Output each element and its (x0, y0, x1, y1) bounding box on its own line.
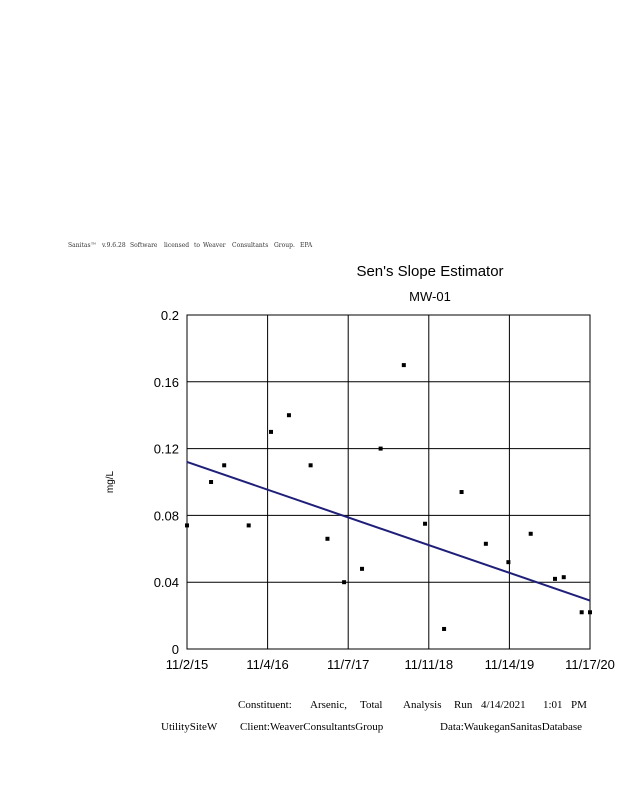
y-tick-label: 0 (172, 642, 179, 657)
note-word: Sanitas™ (68, 242, 97, 249)
data-point (286, 413, 291, 418)
footer-time: 1:01 (543, 699, 563, 711)
footer-site: UtilitySiteW (161, 721, 218, 733)
note-word: EPA (300, 242, 313, 249)
data-point (209, 480, 214, 484)
data-point (222, 463, 227, 468)
note-word: to (194, 242, 201, 249)
sens-slope-trend-line (186, 461, 591, 602)
chart-title: Sen's Slope Estimator (356, 263, 504, 280)
data-point (378, 446, 383, 451)
y-tick-label: 0.04 (154, 575, 179, 590)
y-tick-label: 0.2 (161, 308, 179, 323)
x-tick-label: 11/17/20 (565, 657, 615, 672)
footer-client: Client:WeaverConsultantsGroup (240, 721, 384, 733)
data-point (269, 429, 274, 434)
data-point (579, 610, 584, 615)
x-tick-label: 11/7/17 (327, 657, 369, 672)
note-word: licensed (164, 242, 190, 249)
data-point (360, 566, 365, 571)
y-axis-label: mg/L (105, 470, 116, 493)
note-word: Group. (274, 242, 295, 249)
footer-run: Run (454, 699, 473, 711)
footer-ampm: PM (571, 699, 587, 711)
data-point (246, 523, 251, 528)
x-tick-label: 11/14/19 (485, 657, 535, 672)
x-tick-label: 11/11/18 (404, 657, 453, 672)
x-tick-label: 11/2/15 (166, 657, 208, 672)
data-point (459, 490, 464, 495)
footer-constituent-value: Arsenic, (310, 699, 347, 711)
data-point (308, 463, 313, 468)
data-point (185, 523, 189, 528)
footer-analysis: Analysis (403, 699, 442, 711)
y-tick-label: 0.16 (154, 375, 179, 390)
data-point (588, 610, 592, 615)
y-tick-label: 0.12 (154, 442, 179, 457)
y-tick-label: 0.08 (154, 508, 179, 523)
note-word: Consultants (232, 242, 269, 249)
note-word: v.9.6.28 (102, 242, 126, 249)
data-point (442, 626, 447, 631)
data-point (528, 531, 533, 536)
data-point (325, 536, 330, 541)
software-license-note: Sanitas™ v.9.6.28 Software licensed to W… (68, 242, 328, 252)
note-word: Weaver (203, 242, 226, 249)
footer-date: 4/14/2021 (481, 699, 526, 711)
data-point (401, 363, 406, 368)
data-point (483, 541, 488, 546)
footer-total: Total (360, 699, 383, 711)
footer-data-source: Data:WaukeganSanitasDatabase (440, 721, 583, 733)
note-word: Software (130, 242, 158, 249)
data-point (423, 521, 428, 526)
plot-frame (186, 314, 591, 650)
data-point (342, 580, 347, 585)
data-point (552, 576, 557, 581)
chart-subtitle: MW-01 (409, 289, 451, 304)
x-tick-label: 11/4/16 (246, 657, 288, 672)
data-point (506, 560, 511, 565)
footer-constituent-label: Constituent: (238, 699, 292, 711)
data-point (561, 575, 566, 580)
